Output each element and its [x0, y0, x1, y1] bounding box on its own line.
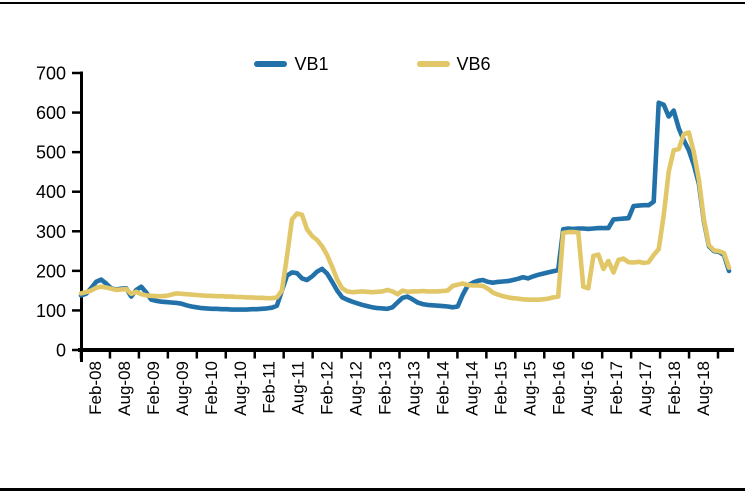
x-tick-label: Aug-17 — [636, 361, 655, 416]
y-tick-label: 600 — [36, 103, 66, 123]
y-tick-label: 300 — [36, 222, 66, 242]
x-tick-label: Feb-17 — [607, 361, 626, 415]
y-tick-label: 700 — [36, 64, 66, 84]
y-tick-label: 200 — [36, 261, 66, 281]
x-tick-label: Feb-13 — [376, 361, 395, 415]
x-tick-label: Feb-12 — [318, 361, 337, 415]
x-tick-label: Feb-10 — [202, 361, 221, 415]
vb6-line — [78, 130, 732, 303]
bottom-border-rule — [0, 488, 745, 491]
x-tick-label: Feb-11 — [260, 361, 279, 414]
y-tick-label: 500 — [36, 143, 66, 163]
x-tick-label: Aug-12 — [347, 361, 366, 416]
x-tick-label: Feb-18 — [665, 361, 684, 415]
vb1-line — [78, 100, 732, 312]
y-tick-label: 100 — [36, 301, 66, 321]
y-tick-label: 400 — [36, 182, 66, 202]
x-tick-label: Aug-15 — [520, 361, 539, 416]
x-tick-label: Aug-11 — [289, 361, 308, 415]
x-tick-label: Aug-16 — [578, 361, 597, 416]
y-tick-label: 0 — [56, 341, 66, 361]
x-tick-label: Feb-16 — [549, 361, 568, 415]
top-border-rule — [0, 2, 745, 4]
x-tick-label: Aug-09 — [173, 361, 192, 416]
x-tick-label: Aug-13 — [404, 361, 423, 416]
x-tick-label: Feb-09 — [144, 361, 163, 415]
x-tick-label: Aug-14 — [462, 361, 481, 416]
x-tick-label: Feb-08 — [86, 361, 105, 415]
x-tick-label: Aug-18 — [694, 361, 713, 416]
x-tick-label: Aug-10 — [231, 361, 250, 416]
x-tick-label: Aug-08 — [115, 361, 134, 416]
x-tick-label: Feb-14 — [433, 361, 452, 415]
x-tick-label: Feb-15 — [491, 361, 510, 415]
